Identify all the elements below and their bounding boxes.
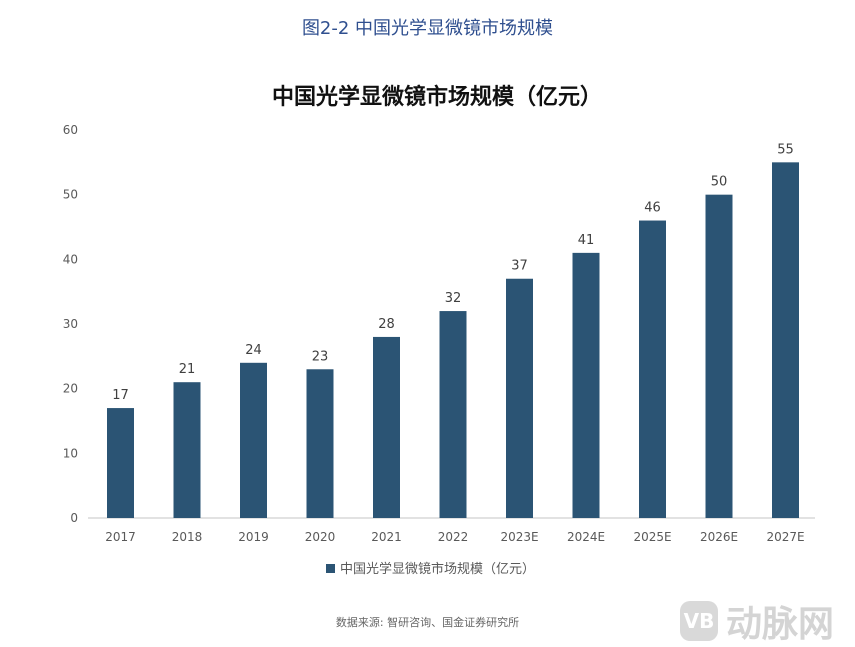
x-tick-label: 2027E — [766, 530, 804, 544]
legend-swatch — [326, 564, 335, 573]
y-tick-label: 0 — [70, 511, 78, 525]
watermark-logo: VB 动脉网 — [680, 595, 834, 647]
bar — [705, 194, 733, 518]
bar — [439, 311, 467, 518]
y-tick-label: 60 — [63, 123, 78, 137]
y-tick-label: 40 — [63, 252, 78, 266]
data-label: 32 — [445, 291, 462, 306]
x-tick-label: 2021 — [371, 530, 402, 544]
bar — [373, 336, 400, 518]
legend: 中国光学显微镜市场规模（亿元） — [326, 561, 535, 577]
x-tick-label: 2025E — [633, 530, 671, 544]
data-label: 23 — [312, 349, 329, 364]
x-tick-label: 2024E — [567, 530, 605, 544]
bar — [772, 162, 799, 519]
bar — [240, 362, 267, 518]
bar — [306, 369, 334, 518]
x-tick-label: 2026E — [700, 530, 738, 544]
data-label: 46 — [644, 201, 661, 216]
figure-title: 图2-2 中国光学显微镜市场规模 — [301, 18, 554, 39]
bar — [506, 278, 533, 518]
data-label: 50 — [711, 175, 728, 190]
y-tick-label: 20 — [63, 382, 78, 396]
bar — [173, 382, 201, 518]
data-label: 55 — [777, 142, 794, 157]
x-tick-label: 2023E — [500, 530, 538, 544]
data-label: 37 — [511, 259, 528, 274]
y-tick-label: 50 — [63, 188, 78, 202]
bar — [639, 220, 666, 519]
x-tick-label: 2017 — [105, 530, 136, 544]
data-label: 21 — [179, 362, 196, 377]
y-tick-label: 10 — [63, 446, 78, 460]
x-tick-label: 2022 — [438, 530, 469, 544]
data-label: 28 — [378, 317, 395, 332]
chart-title: 中国光学显微镜市场规模（亿元） — [272, 84, 602, 110]
legend-label: 中国光学显微镜市场规模（亿元） — [340, 561, 535, 577]
data-label: 17 — [112, 388, 129, 403]
x-tick-label: 2018 — [172, 530, 203, 544]
logo-badge-icon: VB — [680, 601, 718, 641]
x-tick-label: 2020 — [305, 530, 336, 544]
source-note: 数据来源: 智研咨询、国金证券研究所 — [335, 616, 520, 629]
y-tick-label: 30 — [63, 317, 78, 331]
bar — [107, 408, 134, 518]
data-label: 41 — [578, 233, 595, 248]
data-label: 24 — [245, 343, 262, 358]
logo-text: 动脉网 — [726, 604, 835, 645]
x-tick-label: 2019 — [238, 530, 269, 544]
bar — [572, 252, 600, 518]
